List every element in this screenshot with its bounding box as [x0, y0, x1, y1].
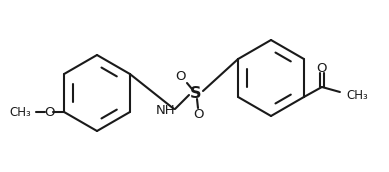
Text: O: O — [317, 62, 327, 74]
Text: CH₃: CH₃ — [9, 105, 31, 119]
Text: NH: NH — [156, 105, 176, 117]
Text: O: O — [175, 69, 185, 83]
Text: S: S — [190, 85, 202, 100]
Text: O: O — [193, 109, 203, 121]
Text: CH₃: CH₃ — [346, 89, 368, 101]
Text: O: O — [44, 105, 54, 119]
